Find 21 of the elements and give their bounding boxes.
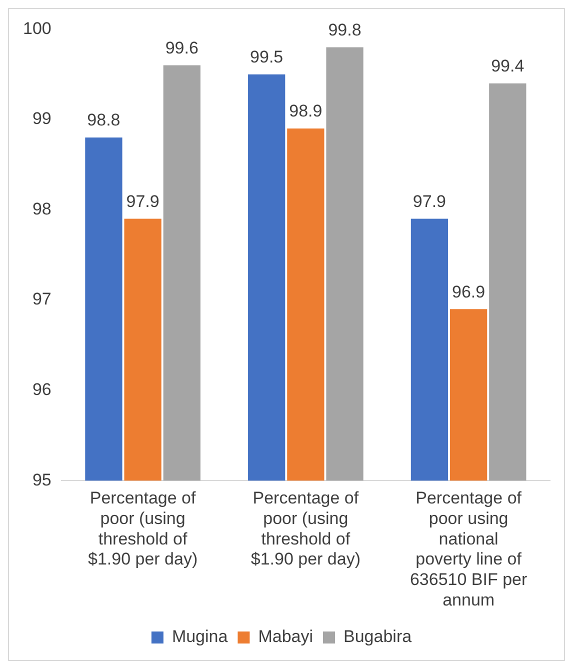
y-tick-label: 95 <box>32 470 52 490</box>
data-label: 99.4 <box>491 56 524 76</box>
legend-label: Bugabira <box>344 627 412 646</box>
x-tick-label: Percentage of poor using national poverty line of 636510 BIF per annum <box>410 488 528 610</box>
data-label: 99.8 <box>328 20 362 40</box>
y-tick-label: 96 <box>32 380 52 400</box>
y-tick-label: 99 <box>32 109 52 128</box>
data-label: 99.5 <box>250 48 284 67</box>
y-tick-label: 98 <box>32 199 52 218</box>
x-tick-label: Percentage of poor (using threshold of $1.90 per day) <box>250 488 360 569</box>
data-label: 97.9 <box>126 192 160 211</box>
data-label: 96.9 <box>452 282 486 302</box>
data-label: 98.9 <box>289 102 322 121</box>
data-label: 97.9 <box>412 192 446 211</box>
y-tick-label: 100 <box>22 18 52 38</box>
legend-label: Mabayi <box>258 627 314 646</box>
legend-label: Mugina <box>172 627 228 646</box>
x-tick-label: Percentage of poor (using threshold of $1.90 per day) <box>88 488 198 569</box>
data-label: 99.6 <box>165 38 198 58</box>
y-tick-label: 97 <box>32 290 52 309</box>
data-label: 98.8 <box>87 110 120 130</box>
